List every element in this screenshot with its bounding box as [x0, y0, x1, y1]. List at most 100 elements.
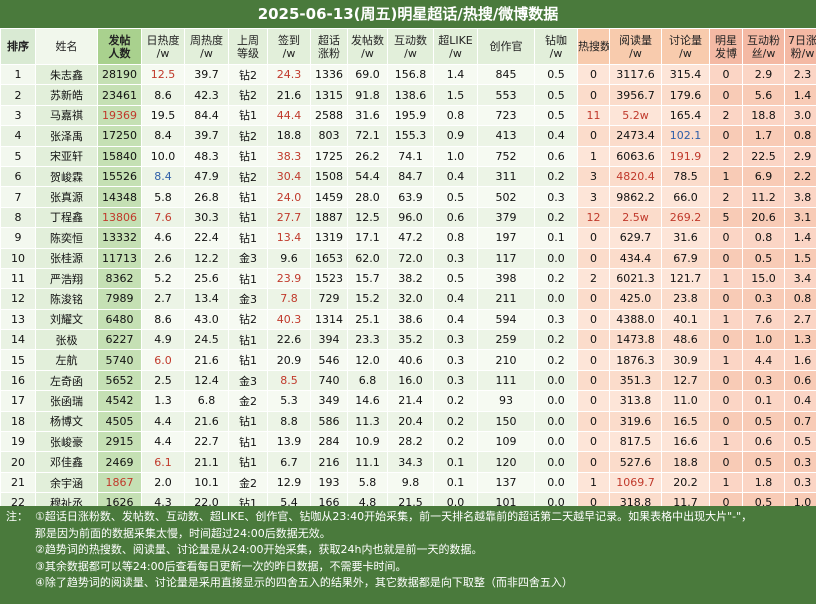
cell-hot: 1: [577, 471, 610, 494]
cell-posts: 91.8: [347, 84, 388, 106]
table-row: 13 刘耀文 6480 8.6 43.0 钻2 40.3 1314 25.1 38.6 0.4 594…: [0, 308, 816, 331]
cell-like: 1.0: [433, 145, 478, 167]
cell-gain: 0.7: [784, 410, 816, 433]
col-mutual[interactable]: 互动粉 丝/w: [742, 28, 785, 65]
cell-name: 张桂源: [35, 247, 98, 269]
cell-level: 钻1: [228, 410, 268, 433]
cell-rank: 8: [0, 206, 36, 229]
table-row: 15 左航 5740 6.0 21.6 钻1 20.9 546 12.0 40.6 0.3 210 0.…: [0, 349, 816, 371]
col-creator[interactable]: 创作官: [477, 28, 535, 65]
cell-fans: 349: [310, 390, 348, 412]
cell-total: 13806: [97, 206, 142, 229]
col-discuss[interactable]: 讨论量/w: [661, 28, 710, 65]
col-checkin[interactable]: 签到/w: [267, 28, 311, 65]
table-row: 3 马嘉祺 19369 19.5 84.4 钻1 44.4 2588 31.6 195.9 0.8 7…: [0, 104, 816, 127]
cell-creator: 93: [477, 390, 535, 412]
cell-read: 4820.4: [609, 165, 662, 188]
cell-total: 14348: [97, 186, 142, 208]
cell-gain: 0.5: [784, 431, 816, 453]
cell-rank: 3: [0, 104, 36, 127]
cell-interact: 40.6: [387, 349, 434, 371]
col-star[interactable]: 明星 发博: [709, 28, 743, 65]
cell-mutual: 11.2: [742, 186, 785, 208]
cell-level: 钻1: [228, 145, 268, 167]
cell-name: 张函瑞: [35, 390, 98, 412]
cell-like: 0.5: [433, 267, 478, 290]
cell-like: 0.9: [433, 125, 478, 147]
cell-like: 0.5: [433, 186, 478, 208]
cell-heat: 12.5: [141, 63, 185, 86]
sheet-title: 2025-06-13(周五)明星超话/热搜/微博数据: [0, 0, 816, 28]
cell-level: 钻2: [228, 84, 268, 106]
col-level[interactable]: 上周 等级: [228, 28, 268, 65]
col-name[interactable]: 姓名: [35, 28, 98, 65]
cell-mutual: 1.0: [742, 329, 785, 351]
cell-interact: 96.0: [387, 206, 434, 229]
table-row: 16 左奇函 5652 2.5 12.4 金3 8.5 740 6.8 16.0 0.3 111 0.0…: [0, 369, 816, 392]
cell-name: 宋亚轩: [35, 145, 98, 167]
cell-fans: 740: [310, 369, 348, 392]
col-total[interactable]: 发帖 人数: [97, 28, 142, 65]
cell-checkin: 21.6: [267, 84, 311, 106]
cell-week: 10.1: [184, 471, 229, 494]
cell-level: 钻2: [228, 63, 268, 86]
col-heat[interactable]: 日热度/w: [141, 28, 185, 65]
cell-hot: 0: [577, 308, 610, 331]
cell-week: 21.6: [184, 349, 229, 371]
cell-level: 钻1: [228, 227, 268, 249]
cell-like: 0.4: [433, 165, 478, 188]
col-like[interactable]: 超LIKE/w: [433, 28, 478, 65]
cell-week: 6.8: [184, 390, 229, 412]
cell-fans: 284: [310, 431, 348, 453]
cell-read: 1473.8: [609, 329, 662, 351]
cell-discuss: 23.8: [661, 288, 710, 310]
cell-posts: 54.4: [347, 165, 388, 188]
cell-discuss: 102.1: [661, 125, 710, 147]
cell-checkin: 5.3: [267, 390, 311, 412]
table-row: 5 宋亚轩 15840 10.0 48.3 钻1 38.3 1725 26.2 74.1 1.0 75…: [0, 145, 816, 167]
cell-drill: 0.0: [534, 288, 578, 310]
cell-week: 39.7: [184, 125, 229, 147]
cell-read: 5.2w: [609, 104, 662, 127]
cell-gain: 0.4: [784, 390, 816, 412]
cell-read: 2.5w: [609, 206, 662, 229]
cell-star: 0: [709, 288, 743, 310]
col-drill[interactable]: 钻咖/w: [534, 28, 578, 65]
cell-drill: 0.0: [534, 369, 578, 392]
col-week[interactable]: 周热度/w: [184, 28, 229, 65]
cell-heat: 8.4: [141, 125, 185, 147]
cell-like: 0.4: [433, 308, 478, 331]
cell-like: 0.2: [433, 390, 478, 412]
cell-mutual: 0.5: [742, 410, 785, 433]
cell-interact: 72.0: [387, 247, 434, 269]
cell-checkin: 13.4: [267, 227, 311, 249]
col-hot[interactable]: 热搜数: [577, 28, 610, 65]
col-rank[interactable]: 排序: [0, 28, 36, 65]
cell-name: 苏新皓: [35, 84, 98, 106]
cell-week: 43.0: [184, 308, 229, 331]
col-read[interactable]: 阅读量/w: [609, 28, 662, 65]
cell-checkin: 40.3: [267, 308, 311, 331]
cell-interact: 21.4: [387, 390, 434, 412]
cell-like: 1.5: [433, 84, 478, 106]
cell-posts: 6.8: [347, 369, 388, 392]
cell-mutual: 1.7: [742, 125, 785, 147]
cell-read: 3956.7: [609, 84, 662, 106]
cell-drill: 0.5: [534, 84, 578, 106]
cell-star: 0: [709, 63, 743, 86]
cell-week: 24.5: [184, 329, 229, 351]
cell-drill: 0.0: [534, 451, 578, 473]
col-fans[interactable]: 超话 涨粉: [310, 28, 348, 65]
cell-creator: 594: [477, 308, 535, 331]
col-posts[interactable]: 发帖数/w: [347, 28, 388, 65]
cell-gain: 1.6: [784, 349, 816, 371]
col-gain[interactable]: 7日涨 粉/w: [784, 28, 816, 65]
cell-name: 左奇函: [35, 369, 98, 392]
cell-star: 0: [709, 84, 743, 106]
cell-total: 28190: [97, 63, 142, 86]
cell-mutual: 0.5: [742, 247, 785, 269]
cell-mutual: 0.5: [742, 451, 785, 473]
cell-fans: 1459: [310, 186, 348, 208]
cell-gain: 3.0: [784, 104, 816, 127]
col-interact[interactable]: 互动数/w: [387, 28, 434, 65]
